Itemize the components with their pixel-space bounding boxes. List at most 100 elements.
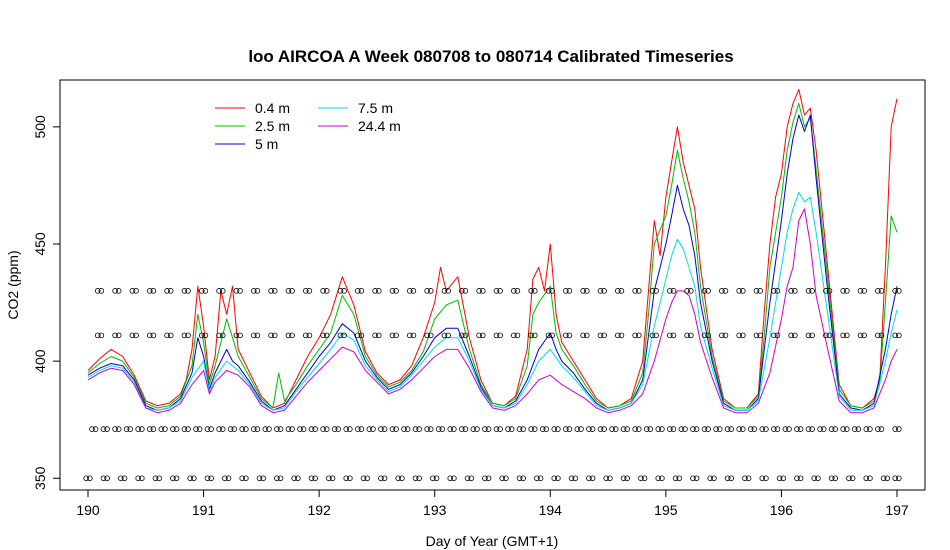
marker-point	[719, 332, 729, 339]
marker-point	[181, 288, 191, 294]
marker-point	[597, 288, 607, 294]
marker-point	[181, 426, 191, 432]
marker-point	[250, 332, 261, 339]
marker-point	[401, 426, 411, 432]
marker-point	[112, 288, 122, 294]
marker-point	[724, 426, 735, 432]
marker-point	[112, 426, 122, 432]
marker-point	[632, 332, 642, 339]
marker-point	[638, 475, 648, 482]
legend-label: 7.5 m	[358, 100, 393, 116]
marker-point	[94, 332, 105, 339]
marker-point	[360, 475, 370, 482]
chart-title: loo AIRCOA A Week 080708 to 080714 Calib…	[248, 47, 733, 66]
marker-point	[528, 332, 538, 339]
marker-point	[216, 288, 226, 294]
y-tick-label: 350	[32, 466, 48, 490]
marker-point	[620, 426, 631, 432]
marker-point	[146, 426, 157, 432]
marker-point	[586, 475, 596, 482]
marker-point	[701, 288, 711, 294]
marker-point	[320, 332, 330, 339]
marker-point	[389, 288, 399, 294]
marker-point	[464, 475, 474, 482]
marker-point	[753, 288, 763, 294]
marker-point	[354, 332, 365, 339]
marker-point	[447, 475, 457, 482]
marker-point	[620, 475, 631, 482]
marker-point	[840, 426, 850, 432]
marker-point	[262, 426, 272, 432]
y-tick-label: 400	[32, 349, 48, 373]
marker-point	[123, 426, 134, 432]
marker-point	[389, 426, 399, 432]
series-line-5-m	[87, 114, 898, 411]
marker-point	[424, 288, 434, 294]
x-tick-label: 197	[885, 502, 909, 518]
marker-point	[690, 426, 700, 432]
x-tick-label: 190	[76, 502, 100, 518]
marker-point	[609, 426, 619, 432]
marker-point	[239, 426, 249, 432]
marker-point	[892, 288, 902, 294]
marker-point	[563, 426, 573, 432]
marker-point	[603, 475, 613, 482]
marker-point	[135, 475, 145, 482]
marker-point	[164, 332, 174, 339]
marker-point	[430, 475, 440, 482]
marker-point	[828, 426, 839, 432]
marker-point	[840, 332, 850, 339]
marker-point	[470, 426, 480, 432]
marker-point	[823, 332, 833, 339]
marker-point	[701, 332, 711, 339]
series-line-0-4-m	[87, 88, 898, 409]
marker-point	[372, 288, 382, 294]
marker-point	[615, 332, 625, 339]
marker-point	[424, 332, 434, 339]
marker-point	[516, 475, 526, 482]
marker-point	[811, 475, 821, 482]
x-axis-label: Day of Year (GMT+1)	[426, 533, 559, 549]
marker-point	[94, 288, 105, 294]
x-tick-label: 193	[423, 502, 447, 518]
marker-point	[285, 426, 295, 432]
marker-point	[187, 475, 197, 482]
marker-point	[499, 475, 509, 482]
marker-point	[805, 426, 815, 432]
marker-point	[100, 475, 110, 482]
marker-point	[880, 475, 891, 482]
legend-label: 0.4 m	[255, 100, 290, 116]
marker-point	[545, 288, 555, 294]
marker-point	[193, 426, 203, 432]
marker-point	[354, 288, 365, 294]
marker-point	[580, 332, 590, 339]
marker-point	[707, 475, 717, 482]
marker-point	[170, 475, 180, 482]
marker-point	[326, 475, 336, 482]
marker-point	[563, 332, 573, 339]
marker-point	[511, 288, 521, 294]
marker-point	[146, 332, 157, 339]
marker-point	[170, 426, 180, 432]
marker-point	[875, 288, 885, 294]
marker-point	[672, 475, 683, 482]
series-lines	[87, 88, 898, 414]
marker-point	[580, 288, 590, 294]
marker-point	[747, 426, 758, 432]
marker-point	[505, 426, 515, 432]
marker-point	[493, 288, 503, 294]
marker-point	[545, 332, 555, 339]
marker-point	[441, 332, 451, 339]
marker-point	[690, 475, 700, 482]
marker-point	[684, 332, 694, 339]
x-axis: 190 191 192 193 194 195 196 197	[76, 490, 909, 518]
marker-point	[389, 332, 399, 339]
marker-point	[343, 426, 353, 432]
marker-point	[233, 288, 243, 294]
marker-point	[713, 426, 723, 432]
marker-point	[459, 288, 469, 294]
marker-point	[736, 288, 746, 294]
marker-point	[158, 426, 168, 432]
marker-point	[539, 426, 550, 432]
marker-point	[146, 288, 157, 294]
